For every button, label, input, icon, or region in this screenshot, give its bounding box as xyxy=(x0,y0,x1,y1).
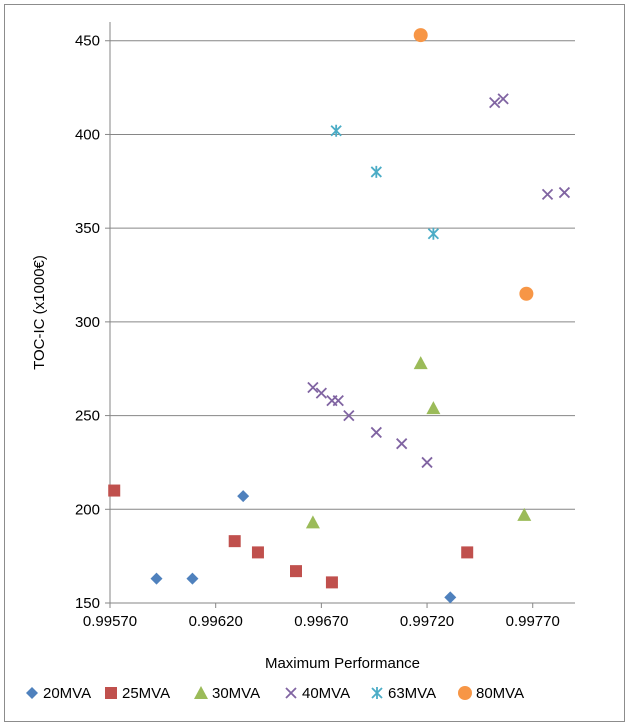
y-tick-label: 350 xyxy=(75,220,100,237)
legend-marker-63mva xyxy=(371,687,383,699)
legend-marker-20mva xyxy=(26,687,38,699)
legend-marker-40mva xyxy=(285,687,297,699)
legend-label: 30MVA xyxy=(212,685,260,702)
point-40mva xyxy=(370,426,382,439)
legend: 20MVA 25MVA 30MVA 40MVA 63MVA 80MVA xyxy=(26,685,524,702)
point-40mva xyxy=(497,93,509,105)
point-20mva xyxy=(186,572,199,585)
legend-marker-30mva xyxy=(194,686,208,699)
point-40mva xyxy=(343,409,355,422)
x-tick-label: 0.99620 xyxy=(189,613,243,630)
point-20mva xyxy=(444,591,457,604)
data-points xyxy=(108,28,571,604)
gridlines xyxy=(105,40,575,608)
y-tick-label: 300 xyxy=(75,314,100,331)
tick-labels: 150 200 250 300 350 400 450 0.99570 0.99620 0.996… xyxy=(75,33,560,630)
point-30mva xyxy=(426,401,441,415)
legend-label: 25MVA xyxy=(122,685,170,702)
x-tick-label: 0.99720 xyxy=(400,613,454,630)
point-30mva xyxy=(305,515,320,529)
point-63mva xyxy=(370,165,382,178)
point-40mva xyxy=(541,188,554,201)
point-25mva xyxy=(228,535,241,548)
point-25mva xyxy=(108,484,121,497)
legend-label: 63MVA xyxy=(388,685,436,702)
legend-label: 20MVA xyxy=(43,685,91,702)
y-tick-label: 250 xyxy=(75,408,100,425)
x-axis-title: Maximum Performance xyxy=(265,655,420,672)
point-40mva xyxy=(315,387,328,399)
point-25mva xyxy=(290,565,302,578)
point-40mva xyxy=(332,394,344,407)
legend-label: 80MVA xyxy=(476,685,524,702)
legend-marker-80mva xyxy=(458,686,472,700)
y-tick-label: 150 xyxy=(75,595,100,612)
y-tick-label: 450 xyxy=(75,33,100,50)
point-25mva xyxy=(461,546,474,559)
chart-frame xyxy=(4,4,625,722)
point-25mva xyxy=(251,546,264,559)
point-40mva xyxy=(396,438,408,450)
y-axis-title: TOC-IC (x1000€) xyxy=(31,255,48,370)
x-tick-label: 0.99570 xyxy=(83,613,137,630)
point-40mva xyxy=(558,186,571,199)
point-25mva xyxy=(325,576,338,589)
point-40mva xyxy=(307,381,319,394)
point-40mva xyxy=(421,456,433,469)
point-30mva xyxy=(413,356,428,370)
x-tick-label: 0.99670 xyxy=(294,613,348,630)
axes xyxy=(109,22,575,604)
legend-marker-25mva xyxy=(105,687,117,699)
point-30mva xyxy=(517,507,532,521)
point-20mva xyxy=(150,572,163,585)
legend-label: 40MVA xyxy=(302,685,350,702)
point-40mva xyxy=(489,96,501,109)
y-tick-label: 400 xyxy=(75,126,100,143)
point-63mva xyxy=(427,227,440,240)
point-80mva xyxy=(519,286,534,301)
x-tick-label: 0.99770 xyxy=(506,613,560,630)
point-63mva xyxy=(330,124,342,137)
point-20mva xyxy=(237,490,250,503)
point-80mva xyxy=(413,28,428,43)
y-tick-label: 200 xyxy=(75,501,100,518)
